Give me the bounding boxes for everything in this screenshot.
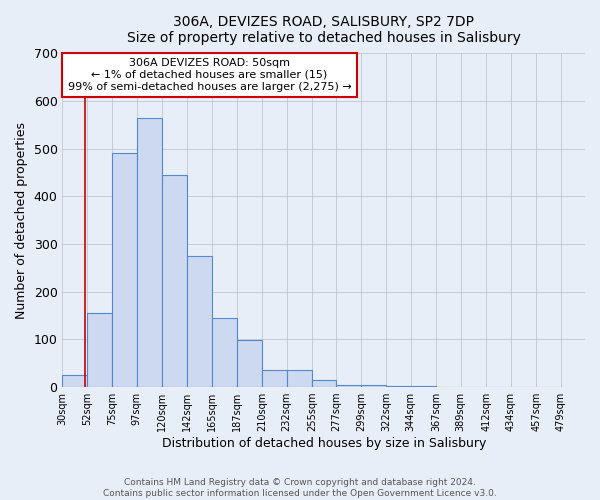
Bar [87, 313, 112, 387]
Bar [312, 380, 337, 387]
Bar [262, 370, 287, 387]
Bar [162, 175, 187, 387]
Bar [386, 386, 411, 387]
Bar [287, 370, 312, 387]
Bar [62, 375, 87, 387]
Text: Contains HM Land Registry data © Crown copyright and database right 2024.
Contai: Contains HM Land Registry data © Crown c… [103, 478, 497, 498]
Bar [337, 384, 361, 387]
Bar [112, 154, 137, 387]
Bar [411, 386, 436, 387]
Bar [236, 340, 262, 387]
Bar [361, 384, 386, 387]
Text: 306A DEVIZES ROAD: 50sqm
← 1% of detached houses are smaller (15)
99% of semi-de: 306A DEVIZES ROAD: 50sqm ← 1% of detache… [68, 58, 352, 92]
Bar [212, 318, 236, 387]
Bar [137, 118, 162, 387]
Title: 306A, DEVIZES ROAD, SALISBURY, SP2 7DP
Size of property relative to detached hou: 306A, DEVIZES ROAD, SALISBURY, SP2 7DP S… [127, 15, 521, 45]
Bar [187, 256, 212, 387]
Y-axis label: Number of detached properties: Number of detached properties [15, 122, 28, 318]
X-axis label: Distribution of detached houses by size in Salisbury: Distribution of detached houses by size … [161, 437, 486, 450]
